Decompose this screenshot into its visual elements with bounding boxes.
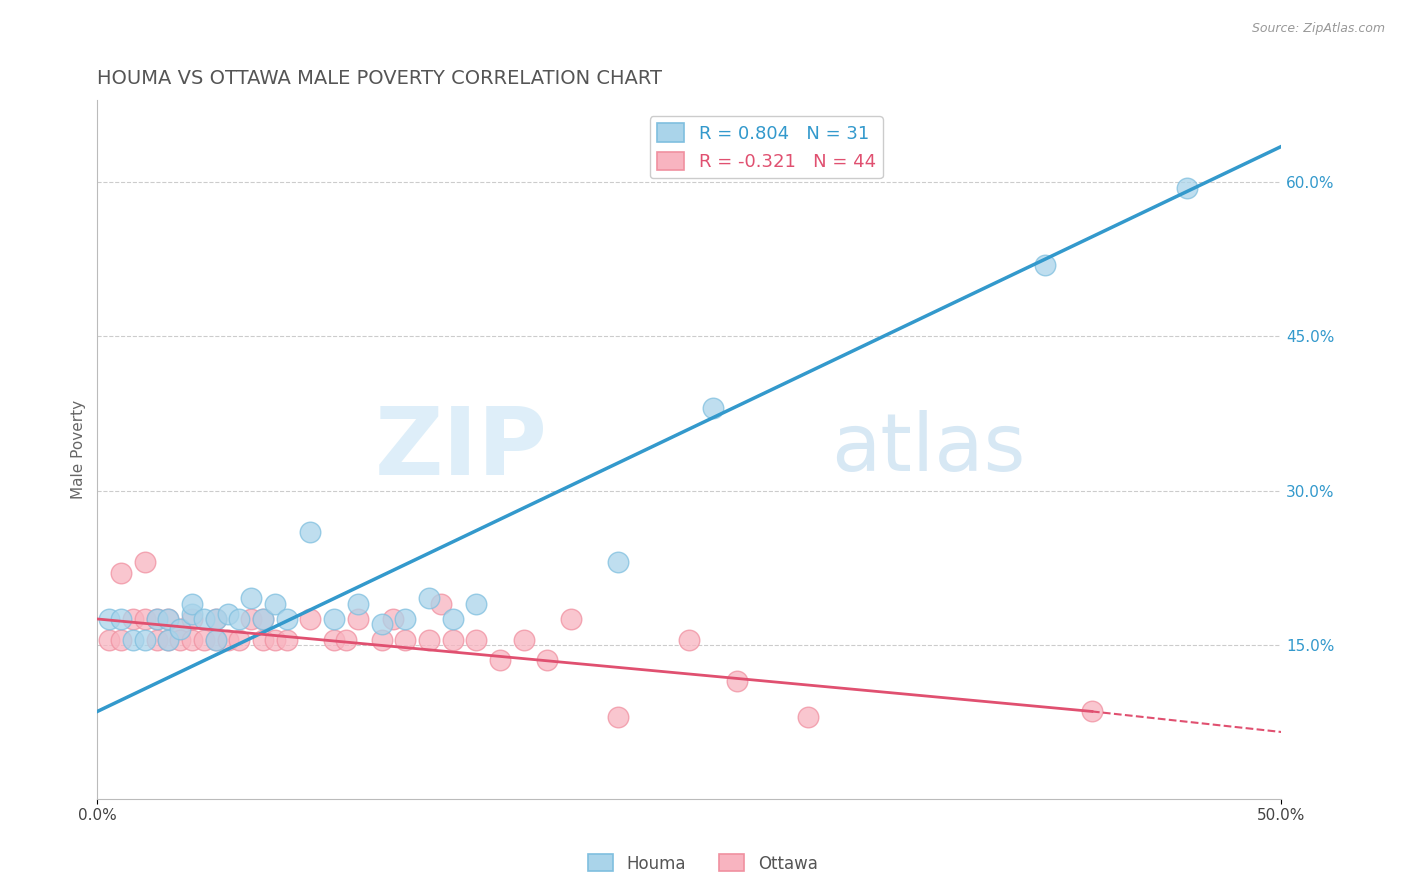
Point: [181, 597, 204, 611]
Point: [394, 632, 416, 647]
Point: [122, 612, 145, 626]
Point: [157, 612, 180, 626]
Point: [560, 612, 582, 626]
Point: [797, 709, 820, 723]
Point: [725, 673, 748, 688]
Text: Source: ZipAtlas.com: Source: ZipAtlas.com: [1251, 22, 1385, 36]
Point: [181, 612, 204, 626]
Point: [110, 632, 132, 647]
Point: [134, 632, 156, 647]
Point: [193, 612, 215, 626]
Y-axis label: Male Poverty: Male Poverty: [72, 400, 86, 499]
Point: [98, 612, 121, 626]
Point: [1175, 180, 1198, 194]
Text: atlas: atlas: [831, 410, 1026, 489]
Legend: Houma, Ottawa: Houma, Ottawa: [582, 847, 824, 880]
Point: [252, 612, 274, 626]
Point: [702, 401, 724, 416]
Point: [276, 612, 298, 626]
Point: [134, 556, 156, 570]
Point: [323, 632, 346, 647]
Point: [110, 566, 132, 580]
Point: [204, 612, 226, 626]
Point: [204, 632, 226, 647]
Point: [607, 709, 630, 723]
Point: [145, 632, 167, 647]
Point: [169, 622, 191, 636]
Point: [204, 612, 226, 626]
Point: [1033, 258, 1056, 272]
Point: [299, 524, 322, 539]
Point: [489, 653, 512, 667]
Point: [181, 632, 204, 647]
Point: [145, 612, 167, 626]
Point: [181, 607, 204, 621]
Point: [418, 591, 440, 606]
Point: [536, 653, 558, 667]
Point: [193, 632, 215, 647]
Point: [98, 632, 121, 647]
Point: [145, 612, 167, 626]
Point: [252, 632, 274, 647]
Point: [110, 612, 132, 626]
Point: [429, 597, 451, 611]
Point: [1081, 705, 1104, 719]
Point: [465, 632, 488, 647]
Point: [169, 632, 191, 647]
Point: [347, 612, 370, 626]
Point: [228, 632, 250, 647]
Point: [418, 632, 440, 647]
Point: [240, 591, 263, 606]
Point: [441, 612, 464, 626]
Point: [157, 632, 180, 647]
Point: [157, 632, 180, 647]
Point: [370, 632, 392, 647]
Point: [678, 632, 700, 647]
Text: HOUMA VS OTTAWA MALE POVERTY CORRELATION CHART: HOUMA VS OTTAWA MALE POVERTY CORRELATION…: [97, 69, 662, 87]
Point: [217, 607, 239, 621]
Point: [512, 632, 534, 647]
Point: [157, 612, 180, 626]
Point: [441, 632, 464, 647]
Point: [276, 632, 298, 647]
Point: [370, 617, 392, 632]
Point: [217, 632, 239, 647]
Point: [264, 632, 287, 647]
Point: [335, 632, 357, 647]
Point: [394, 612, 416, 626]
Point: [122, 632, 145, 647]
Point: [323, 612, 346, 626]
Point: [134, 612, 156, 626]
Point: [607, 556, 630, 570]
Point: [382, 612, 405, 626]
Point: [347, 597, 370, 611]
Point: [252, 612, 274, 626]
Point: [228, 612, 250, 626]
Point: [264, 597, 287, 611]
Point: [240, 612, 263, 626]
Point: [465, 597, 488, 611]
Point: [169, 622, 191, 636]
Text: ZIP: ZIP: [374, 403, 547, 495]
Point: [299, 612, 322, 626]
Point: [204, 632, 226, 647]
Legend: R = 0.804   N = 31, R = -0.321   N = 44: R = 0.804 N = 31, R = -0.321 N = 44: [650, 116, 883, 178]
